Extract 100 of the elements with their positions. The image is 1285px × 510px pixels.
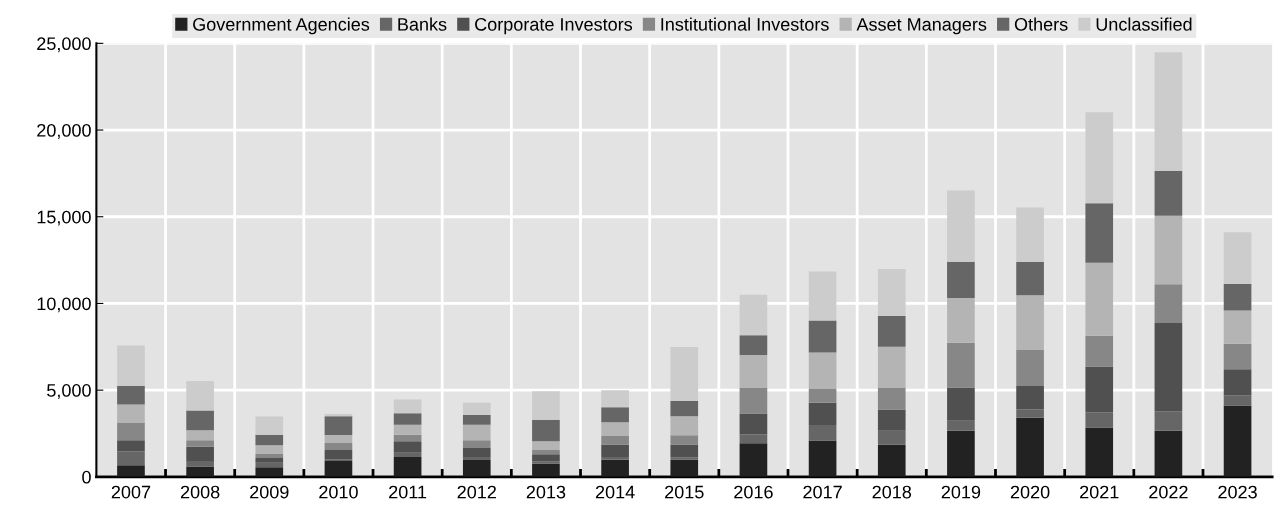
bar [670, 416, 699, 436]
bar [462, 460, 491, 477]
y-tick-label: 20,000 [37, 123, 91, 139]
x-tick-label: 2021 [1080, 485, 1119, 499]
bar [1016, 349, 1044, 386]
legend-label: Banks [398, 17, 447, 31]
x-tick-label: 2023 [1218, 485, 1257, 499]
bar [1223, 232, 1252, 285]
bar [1223, 310, 1252, 344]
bar [670, 435, 699, 445]
y-tick-label: 10,000 [37, 297, 91, 313]
bar [947, 261, 975, 298]
bar [601, 459, 629, 477]
bar [1223, 395, 1252, 406]
bar [186, 446, 214, 461]
x-tick-label: 2022 [1149, 485, 1188, 499]
bar [393, 441, 422, 453]
bar [255, 416, 284, 435]
x-tick-label: 2014 [595, 485, 635, 499]
legend-label: Institutional Investors [661, 17, 829, 31]
bar [532, 441, 560, 450]
bar [532, 463, 560, 477]
bar [1154, 323, 1183, 412]
bar [601, 407, 629, 423]
bar [1085, 412, 1114, 428]
bar [462, 424, 491, 441]
bar [947, 297, 975, 343]
bar [532, 419, 560, 442]
x-tick-label: 2013 [526, 485, 566, 499]
bar [1016, 207, 1044, 263]
bar [186, 460, 214, 467]
bar [1016, 409, 1044, 418]
bar [1016, 385, 1044, 410]
x-tick-label: 2015 [665, 485, 704, 499]
bar [739, 335, 768, 355]
bar [877, 409, 906, 431]
bar [601, 390, 629, 408]
bar [393, 452, 422, 457]
bar [808, 352, 837, 389]
bar [393, 424, 422, 435]
bar [808, 440, 837, 477]
x-tick-label: 2011 [389, 485, 427, 499]
x-tick-label: 2020 [1010, 485, 1050, 499]
bar [532, 454, 560, 462]
bar [1085, 262, 1114, 336]
bar [808, 425, 837, 441]
x-tick-label: 2007 [111, 485, 151, 499]
bar [1016, 295, 1044, 350]
y-tick-label: 0 [82, 470, 91, 484]
bar [255, 445, 284, 454]
x-tick-label: 2017 [803, 485, 842, 499]
bar [324, 449, 353, 460]
bar [324, 416, 353, 436]
y-tick-label: 15,000 [37, 210, 91, 226]
bar [947, 190, 975, 262]
bar [739, 387, 768, 414]
bar [532, 391, 560, 420]
x-tick-label: 2010 [319, 485, 358, 499]
bar [1223, 369, 1252, 396]
bar [601, 435, 629, 445]
bar [877, 346, 906, 388]
bar [739, 294, 768, 336]
bar [255, 467, 284, 477]
bar [670, 459, 699, 477]
bar [1154, 170, 1183, 216]
bar [462, 440, 491, 448]
bar [739, 434, 768, 444]
bar [1016, 262, 1044, 296]
bar [601, 444, 629, 457]
legend-label: Asset Managers [856, 18, 987, 35]
bar [808, 388, 837, 403]
x-tick-label: 2008 [180, 485, 220, 499]
legend-label: Others [1014, 17, 1068, 31]
x-tick-label: 2018 [872, 485, 912, 499]
bar [1154, 430, 1183, 477]
bar [255, 434, 284, 446]
y-tick-label: 25,000 [37, 37, 91, 53]
bar [186, 430, 214, 441]
bar [877, 316, 906, 347]
bar [808, 320, 837, 353]
bar [1085, 427, 1114, 477]
bar [808, 402, 837, 425]
bar [1223, 343, 1252, 370]
bar [1154, 52, 1183, 171]
y-tick-label: 5,000 [47, 384, 91, 399]
bar [1085, 366, 1114, 413]
bar [1085, 203, 1114, 263]
bar [532, 449, 560, 455]
bar [117, 422, 145, 441]
bar [462, 456, 491, 461]
bar [462, 402, 491, 416]
bar [117, 440, 145, 452]
x-tick-label: 2012 [457, 485, 496, 499]
bar [255, 462, 284, 468]
bar [601, 456, 629, 460]
bar [186, 380, 214, 411]
bar [877, 430, 906, 445]
bar [462, 447, 491, 457]
bar [186, 410, 214, 431]
bar [808, 271, 837, 321]
